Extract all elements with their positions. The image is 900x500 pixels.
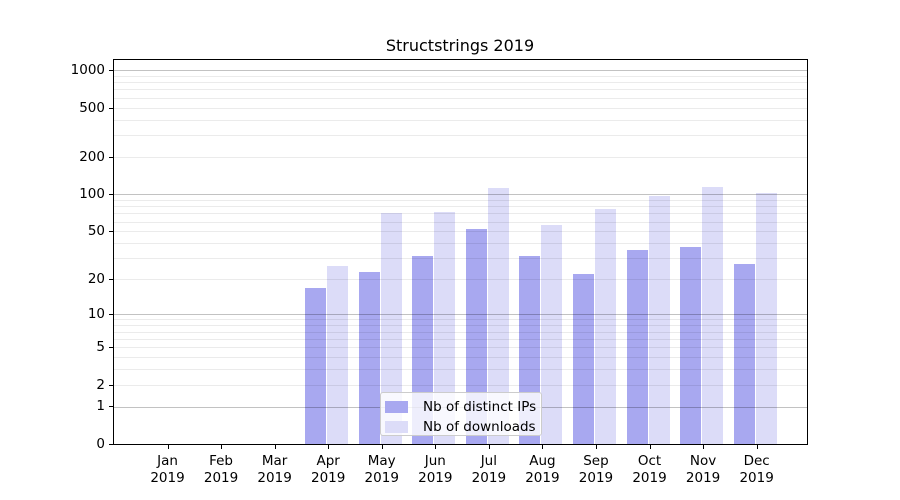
x-tick-label-nov: Nov 2019 <box>685 453 721 486</box>
bar-ips-dec <box>733 263 755 444</box>
gridline-minor <box>114 135 807 137</box>
bar-downloads-jul <box>487 188 509 444</box>
bar-ips-nov <box>680 247 702 444</box>
x-tick-mark <box>649 445 651 449</box>
bar-downloads-sep <box>594 208 616 444</box>
bar-downloads-jun <box>434 211 456 444</box>
bar-downloads-dec <box>755 193 777 444</box>
gridline-minor <box>114 206 807 208</box>
x-tick-label-feb: Feb 2019 <box>203 453 239 486</box>
bar-downloads-aug <box>541 225 563 444</box>
y-tick-mark <box>109 347 113 349</box>
y-tick-label: 0 <box>96 436 105 452</box>
legend-label: Nb of downloads <box>423 419 536 435</box>
y-tick-label: 100 <box>79 186 105 203</box>
y-tick-label: 10 <box>87 306 105 323</box>
x-tick-mark <box>221 445 223 449</box>
y-tick-mark <box>109 279 113 281</box>
x-tick-label-sep: Sep 2019 <box>578 453 614 486</box>
x-tick-label-may: May 2019 <box>364 453 399 486</box>
y-tick-label: 1000 <box>70 62 105 79</box>
bar-downloads-may <box>380 213 402 444</box>
gridline-minor <box>114 338 807 340</box>
x-tick-label-jan: Jan 2019 <box>150 453 185 486</box>
gridline-minor <box>114 279 807 281</box>
bar-ips-apr <box>305 287 327 444</box>
x-tick-label-apr: Apr 2019 <box>310 453 346 486</box>
y-tick-mark <box>109 194 113 196</box>
x-tick-label-mar: Mar 2019 <box>257 453 292 486</box>
legend-label: Nb of distinct IPs <box>423 399 537 415</box>
gridline-minor <box>114 157 807 158</box>
gridline-major <box>114 194 807 196</box>
gridline-minor <box>114 384 807 386</box>
x-tick-mark <box>488 445 490 449</box>
gridline-minor <box>114 97 807 99</box>
legend-item-0: Nb of distinct IPs <box>385 399 537 415</box>
gridline-minor <box>114 213 807 215</box>
y-tick-mark <box>109 314 113 316</box>
y-tick-label: 2 <box>96 376 105 393</box>
x-tick-label-oct: Oct 2019 <box>632 453 667 486</box>
bar-downloads-nov <box>702 186 724 444</box>
gridline-minor <box>114 199 807 201</box>
gridline-minor <box>114 231 807 233</box>
gridline-minor <box>114 347 807 348</box>
plot-area <box>113 59 808 445</box>
x-tick-label-dec: Dec 2019 <box>739 453 774 486</box>
y-tick-mark <box>109 157 113 158</box>
gridline-minor <box>114 325 807 327</box>
gridline-minor <box>114 89 807 91</box>
x-tick-mark <box>703 445 705 449</box>
x-tick-label-jun: Jun 2019 <box>418 453 453 486</box>
y-tick-mark <box>109 444 113 445</box>
gridline-major <box>114 314 807 316</box>
y-tick-label: 20 <box>87 271 105 288</box>
x-tick-mark <box>381 445 383 449</box>
legend-item-1: Nb of downloads <box>385 419 536 435</box>
y-tick-label: 500 <box>79 99 105 116</box>
x-tick-label-jul: Jul 2019 <box>471 453 507 486</box>
y-tick-label: 1 <box>96 398 105 415</box>
legend-swatch <box>385 421 408 433</box>
gridline-major <box>114 70 807 72</box>
y-tick-label: 50 <box>87 223 105 240</box>
y-tick-mark <box>109 231 113 233</box>
gridline-minor <box>114 319 807 321</box>
y-tick-mark <box>109 384 113 386</box>
x-tick-mark <box>542 445 544 449</box>
x-tick-mark <box>435 445 437 449</box>
y-tick-label: 5 <box>96 339 105 356</box>
bar-ips-oct <box>626 250 648 444</box>
x-tick-mark <box>167 445 169 449</box>
gridline-minor <box>114 75 807 77</box>
y-tick-mark <box>109 70 113 72</box>
y-tick-label: 200 <box>79 149 105 165</box>
bar-downloads-apr <box>327 265 349 444</box>
gridline-minor <box>114 331 807 333</box>
bar-downloads-oct <box>648 196 670 444</box>
gridline-minor <box>114 221 807 223</box>
gridline-minor <box>114 356 807 358</box>
legend-swatch <box>385 401 408 413</box>
x-tick-mark <box>274 445 276 449</box>
x-tick-mark <box>328 445 330 449</box>
gridline-minor <box>114 243 807 244</box>
gridline-minor <box>114 369 807 370</box>
x-tick-mark <box>595 445 597 449</box>
bar-ips-jul <box>465 229 487 444</box>
gridline-minor <box>114 119 807 121</box>
x-tick-mark <box>756 445 758 449</box>
gridline-minor <box>114 258 807 260</box>
gridline-minor <box>114 82 807 84</box>
bar-ips-sep <box>572 274 594 444</box>
bar-ips-may <box>358 272 380 444</box>
x-tick-label-aug: Aug 2019 <box>525 453 560 486</box>
legend: Nb of distinct IPs Nb of downloads <box>380 392 542 436</box>
gridline-minor <box>114 107 807 109</box>
y-tick-mark <box>109 107 113 109</box>
chart-title: Structstrings 2019 <box>385 36 535 55</box>
y-tick-mark <box>109 406 113 408</box>
